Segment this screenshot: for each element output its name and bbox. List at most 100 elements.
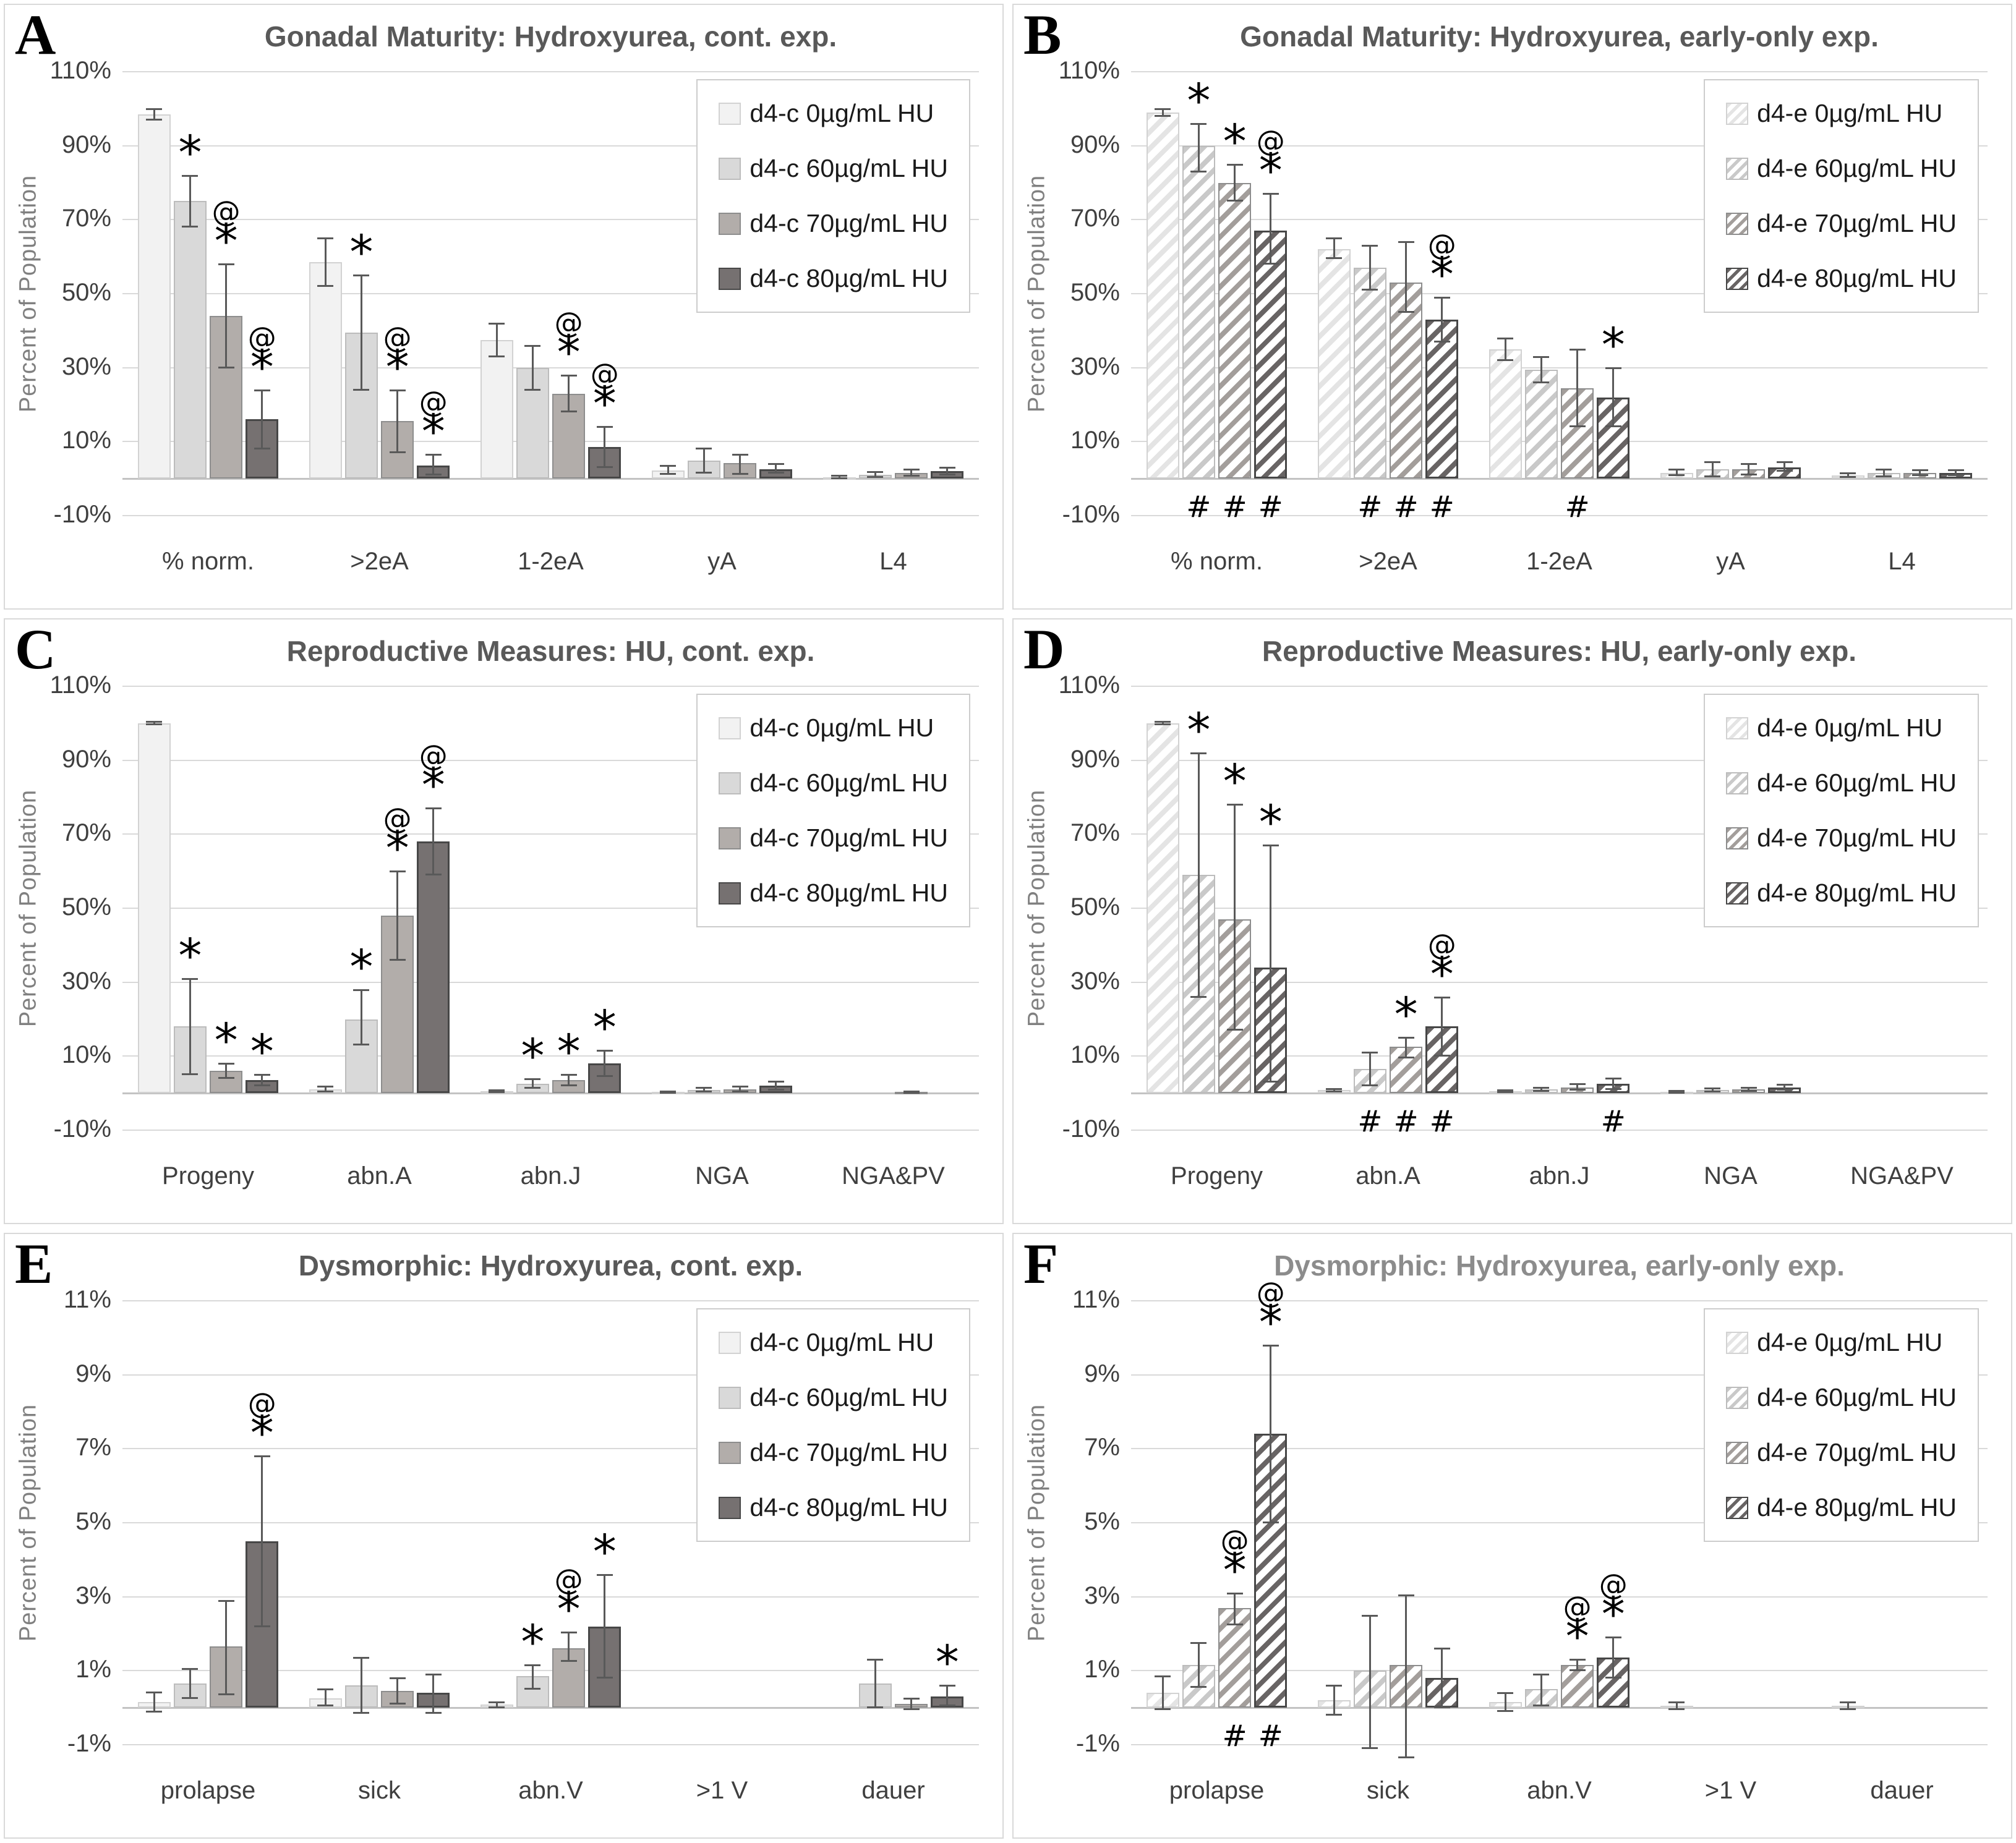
error-bar — [261, 1456, 263, 1627]
x-axis-line — [1131, 1707, 1988, 1709]
gridline — [122, 293, 979, 294]
asterisk-annotation: * — [557, 1581, 581, 1637]
error-bar-cap-bottom — [489, 1706, 505, 1709]
significance-annotation: @ * — [555, 1565, 583, 1637]
error-bar-cap-top — [489, 322, 505, 325]
error-bar-cap-bottom — [939, 473, 955, 475]
error-bar — [1783, 1084, 1786, 1091]
error-bar-cap-bottom — [732, 472, 748, 475]
y-tick-label: 110% — [1058, 671, 1120, 699]
error-bar-cap-bottom — [1226, 1623, 1243, 1625]
y-tick-label: 10% — [1070, 427, 1120, 454]
error-bar — [703, 448, 705, 474]
error-bar — [1270, 845, 1272, 1083]
error-bar — [838, 475, 840, 479]
error-bar-cap-top — [1226, 804, 1243, 806]
error-bar-cap-top — [1398, 1037, 1414, 1039]
error-bar-cap-bottom — [218, 1077, 234, 1079]
x-category-label: dauer — [861, 1777, 925, 1804]
legend-swatch — [1726, 827, 1749, 849]
y-tick-label: 90% — [1070, 745, 1120, 773]
legend-swatch — [719, 1386, 741, 1409]
error-bar-cap-bottom — [353, 1044, 370, 1046]
error-bar-cap-top — [146, 1692, 163, 1694]
x-category-label: % norm. — [162, 548, 254, 575]
error-bar-cap-bottom — [767, 1089, 784, 1091]
x-category-label: NGA — [695, 1162, 749, 1190]
error-bar — [1441, 297, 1443, 342]
error-bar — [1234, 1593, 1236, 1625]
gridline — [122, 1300, 979, 1301]
error-bar-cap-top — [317, 1688, 334, 1691]
legend-swatch — [1726, 157, 1749, 180]
bar-d4-c-0µg/mL-HU-% norm. — [137, 114, 171, 479]
hash-annotation: # — [1357, 490, 1383, 525]
error-bar — [775, 464, 777, 474]
error-bar-cap-bottom — [1776, 1089, 1793, 1091]
error-bar-cap-bottom — [389, 958, 406, 961]
gridline — [1131, 759, 1988, 761]
error-bar-cap-bottom — [660, 472, 677, 475]
error-bar — [1405, 1037, 1407, 1058]
error-bar — [1405, 242, 1407, 312]
bar-d4-e-80µg/mL-HU->2eA — [1425, 319, 1459, 479]
gridline — [1131, 1448, 1988, 1450]
error-bar-cap-bottom — [524, 1688, 541, 1690]
error-bar-cap-top — [867, 1659, 884, 1661]
at-sign-annotation: @ — [1220, 1523, 1249, 1557]
legend-label: d4-e 80µg/mL HU — [1757, 879, 1957, 907]
gridline — [1131, 1130, 1988, 1131]
bar-d4-e-80µg/mL-HU-% norm. — [1254, 231, 1288, 479]
at-sign-annotation: @ — [1256, 1275, 1285, 1309]
error-bar — [1919, 470, 1921, 475]
x-axis-line — [1131, 478, 1988, 480]
asterisk-annotation: * — [385, 820, 409, 876]
y-tick-label: 50% — [61, 893, 111, 921]
error-bar — [360, 275, 362, 390]
gridline — [1131, 145, 1988, 147]
gridline — [122, 759, 979, 761]
error-bar-cap-top — [254, 1074, 270, 1076]
gridline — [122, 908, 979, 909]
bar-d4-e-0µg/mL-HU-1-2eA — [1489, 349, 1522, 479]
legend-entry: d4-c 70µg/mL HU — [719, 209, 948, 238]
panel-letter: C — [15, 618, 56, 681]
significance-annotation: @ * — [591, 360, 619, 427]
gridline — [1131, 293, 1988, 294]
error-bar-cap-bottom — [831, 477, 848, 479]
gridline — [122, 1055, 979, 1057]
asterisk-annotation: * — [250, 1405, 274, 1461]
significance-annotation: * — [349, 943, 373, 990]
legend-swatch — [1726, 1496, 1749, 1519]
error-bar — [261, 1075, 263, 1086]
hash-annotation: # — [1429, 490, 1454, 525]
legend-swatch — [719, 212, 741, 235]
y-tick-label: 11% — [63, 1286, 111, 1313]
legend-entry: d4-c 80µg/mL HU — [719, 264, 948, 293]
at-sign-annotation: @ — [1427, 927, 1456, 961]
asterisk-annotation: * — [592, 1000, 617, 1055]
error-bar — [874, 1659, 876, 1708]
legend-entry: d4-e 0µg/mL HU — [1726, 1328, 1957, 1357]
error-bar — [667, 465, 669, 474]
error-bar — [1161, 1676, 1164, 1710]
error-bar-cap-top — [254, 1455, 270, 1458]
error-bar — [153, 108, 155, 120]
legend-swatch — [1726, 1331, 1749, 1354]
hash-annotation: # — [1600, 1104, 1626, 1139]
y-tick-label: -10% — [53, 501, 111, 528]
error-bar-cap-top — [524, 344, 541, 347]
significance-annotation: @ * — [555, 309, 583, 376]
error-bar-cap-top — [696, 1087, 712, 1089]
at-sign-annotation: @ — [247, 320, 276, 354]
legend-entry: d4-c 60µg/mL HU — [719, 768, 948, 798]
x-category-label: prolapse — [160, 1777, 256, 1804]
error-bar-cap-bottom — [425, 874, 442, 876]
bar-d4-e-80µg/mL-HU-prolapse — [1254, 1434, 1288, 1708]
error-bar-cap-bottom — [903, 474, 920, 477]
x-category-label: >1 V — [1704, 1777, 1757, 1804]
error-bar — [739, 1086, 741, 1092]
error-bar-cap-top — [1433, 996, 1450, 998]
panel-letter: D — [1023, 618, 1065, 681]
gridline — [122, 1374, 979, 1376]
